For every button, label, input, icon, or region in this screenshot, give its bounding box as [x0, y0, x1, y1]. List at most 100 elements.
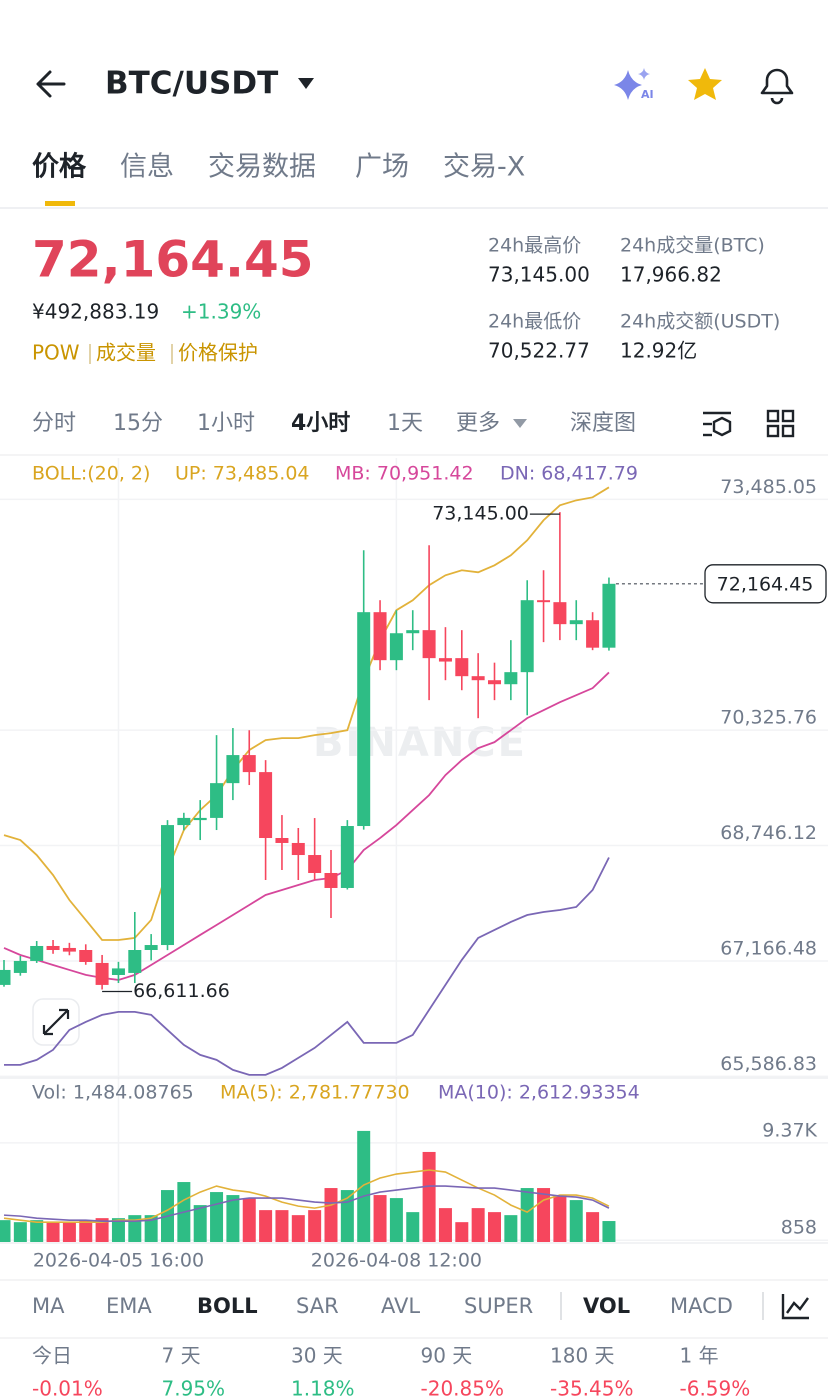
- last-price: 72,164.45: [32, 231, 314, 289]
- price-tag[interactable]: 成交量: [96, 341, 156, 365]
- candle-body: [30, 945, 44, 961]
- more-dropdown: [513, 419, 527, 428]
- boll-line: [3, 671, 610, 981]
- interval-option[interactable]: 4小时: [291, 411, 350, 436]
- candle-body: [520, 600, 534, 673]
- candle-body: [488, 680, 501, 685]
- candle-body: [161, 825, 174, 946]
- performance-value: 1.18%: [291, 1377, 355, 1400]
- interval-option[interactable]: 1天: [387, 411, 423, 436]
- performance-label: 90 天: [421, 1344, 473, 1368]
- volume-bar: [275, 1210, 289, 1242]
- performance-value: -0.01%: [32, 1377, 103, 1400]
- expand-button[interactable]: [32, 998, 80, 1046]
- volume-bar: [308, 1210, 322, 1242]
- volume-bar: [553, 1195, 567, 1242]
- volume-bar: [242, 1198, 256, 1242]
- alert-bell[interactable]: [760, 68, 794, 105]
- y-tick-label: 68,746.12: [720, 822, 817, 844]
- candle-body: [242, 755, 256, 773]
- stat-value: 70,522.77: [488, 339, 590, 363]
- price-tag[interactable]: POW: [32, 341, 80, 365]
- candle-body: [259, 772, 273, 839]
- volume-ma-line: [3, 1185, 610, 1222]
- back-button[interactable]: [36, 70, 66, 98]
- layout-button[interactable]: [766, 409, 795, 438]
- candle-body: [95, 962, 109, 985]
- tab-indicator: [45, 201, 75, 206]
- indicator-option[interactable]: MACD: [670, 1294, 733, 1318]
- x-tick-label: 2026-04-05 16:00: [33, 1250, 204, 1272]
- volume-bar: [471, 1208, 485, 1242]
- tab[interactable]: 价格: [32, 152, 87, 183]
- candle-body: [471, 676, 485, 681]
- pair-title[interactable]: BTC/USDT: [105, 66, 278, 102]
- performance-value: -6.59%: [680, 1377, 751, 1400]
- stat-value: 17,966.82: [620, 263, 722, 287]
- chart-settings-button[interactable]: [703, 411, 732, 437]
- stat-label: 24h最低价: [488, 311, 581, 333]
- tab[interactable]: 信息: [120, 152, 174, 183]
- svg-text:AI: AI: [641, 88, 654, 101]
- indicator-option[interactable]: SAR: [296, 1294, 339, 1318]
- performance-label: 1 年: [680, 1344, 719, 1368]
- indicator-option[interactable]: BOLL: [197, 1294, 258, 1318]
- favorite-star[interactable]: [688, 68, 722, 100]
- volume-bar: [406, 1212, 420, 1242]
- volume-bar: [422, 1151, 436, 1242]
- volume-bar: [0, 1220, 11, 1242]
- volume-bar: [13, 1222, 27, 1242]
- volume-bar: [504, 1215, 518, 1242]
- pair-dropdown[interactable]: [298, 78, 314, 89]
- indicator-option[interactable]: EMA: [106, 1294, 152, 1318]
- candle-body: [308, 855, 322, 873]
- y-tick-label: 67,166.48: [720, 937, 817, 959]
- performance-label: 180 天: [550, 1344, 615, 1368]
- candle-body: [226, 755, 240, 784]
- interval-option[interactable]: 深度图: [570, 411, 636, 436]
- performance-value: -20.85%: [421, 1377, 504, 1400]
- interval-option[interactable]: 分时: [32, 411, 76, 436]
- boll-legend: UP: 73,485.04: [175, 463, 310, 485]
- volume-legend: Vol: 1,484.08765: [32, 1082, 194, 1104]
- price-tag[interactable]: 价格保护: [178, 341, 258, 365]
- volume-bar: [357, 1130, 371, 1242]
- stat-label: 24h成交额(USDT): [620, 311, 780, 333]
- indicator-option[interactable]: MA: [32, 1294, 65, 1318]
- interval-option[interactable]: 更多: [456, 411, 500, 436]
- candle-body: [569, 620, 583, 625]
- candle-body: [602, 583, 616, 648]
- volume-bar: [79, 1220, 93, 1242]
- y-tick-label: 65,586.83: [720, 1053, 817, 1075]
- candle-body: [422, 630, 436, 659]
- volume-bar: [62, 1222, 76, 1242]
- interval-option[interactable]: 1小时: [197, 411, 255, 436]
- last-price-box[interactable]: [704, 564, 827, 604]
- volume-bar: [537, 1188, 551, 1242]
- performance-value: 7.95%: [162, 1377, 226, 1400]
- tab[interactable]: 广场: [355, 152, 409, 183]
- candle-body: [0, 969, 11, 985]
- interval-option[interactable]: 15分: [113, 411, 163, 436]
- volume-bar: [226, 1195, 240, 1242]
- performance-value: -35.45%: [550, 1377, 633, 1400]
- candle-body: [340, 826, 354, 888]
- volume-bar: [569, 1200, 583, 1242]
- indicator-settings-button[interactable]: [781, 1294, 809, 1320]
- boll-line: [3, 486, 610, 941]
- performance-label: 7 天: [162, 1344, 201, 1368]
- volume-bar: [46, 1222, 60, 1242]
- candle-body: [275, 838, 289, 843]
- ai-button[interactable]: AI: [614, 68, 654, 101]
- indicator-option[interactable]: SUPER: [464, 1294, 533, 1318]
- volume-bar: [455, 1222, 469, 1242]
- boll-legend: BOLL:(20, 2): [32, 463, 150, 485]
- indicator-option[interactable]: VOL: [583, 1294, 630, 1318]
- tab[interactable]: 交易-X: [443, 152, 525, 183]
- indicator-option[interactable]: AVL: [381, 1294, 420, 1318]
- volume-legend: MA(10): 2,612.93354: [438, 1082, 640, 1104]
- performance-label: 今日: [32, 1344, 72, 1368]
- tab[interactable]: 交易数据: [208, 152, 316, 183]
